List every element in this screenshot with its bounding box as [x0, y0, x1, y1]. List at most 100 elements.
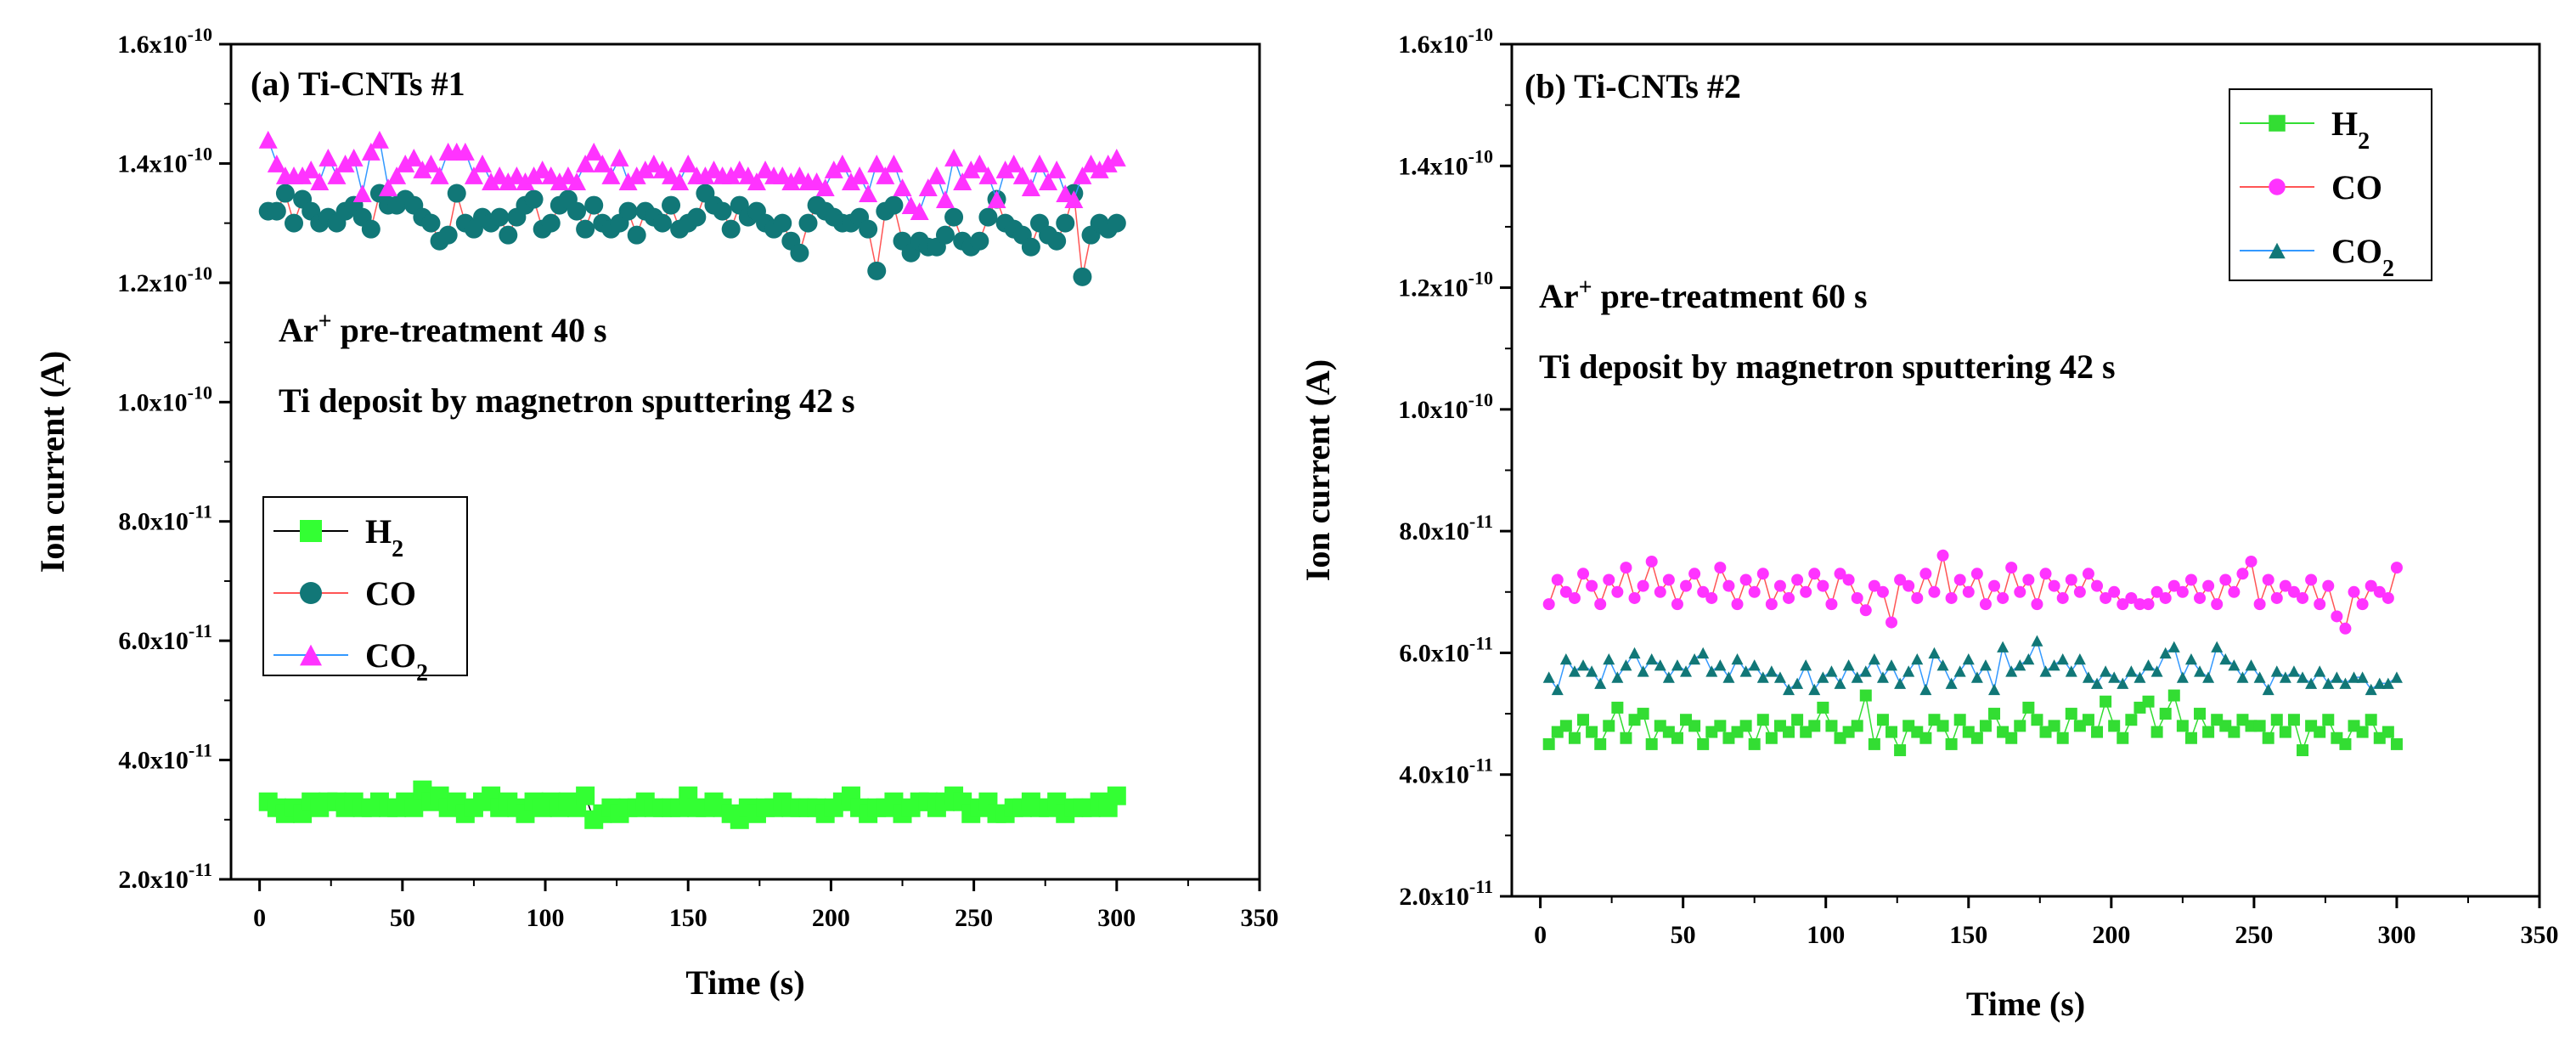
data-point — [1765, 732, 1778, 744]
data-point — [1047, 231, 1067, 251]
data-point — [2348, 671, 2360, 683]
data-point — [2270, 665, 2283, 677]
data-point — [730, 161, 749, 178]
data-point — [1073, 267, 1092, 286]
data-point — [2142, 659, 2155, 671]
data-point — [1722, 671, 1735, 683]
legend-marker — [2269, 242, 2286, 259]
data-point — [867, 261, 887, 280]
data-point — [1056, 184, 1075, 202]
data-point — [2219, 573, 2232, 586]
data-point — [2108, 585, 2121, 598]
data-point — [1894, 573, 1907, 586]
data-point — [404, 798, 424, 817]
data-point — [2082, 568, 2094, 580]
data-point — [1748, 585, 1761, 598]
data-point — [2176, 585, 2189, 598]
x-tick-label: 100 — [1807, 921, 1845, 949]
data-point — [1842, 573, 1855, 586]
data-point — [1586, 579, 1598, 592]
data-point — [1876, 714, 1889, 726]
data-point — [1859, 689, 1872, 702]
data-point — [567, 172, 587, 190]
data-point — [1662, 671, 1675, 683]
data-point — [2184, 652, 2197, 665]
data-point — [773, 213, 792, 233]
data-point — [2270, 714, 2283, 726]
data-point — [2159, 647, 2172, 659]
data-point — [2048, 659, 2060, 671]
data-point — [593, 154, 612, 172]
x-tick-label: 300 — [2377, 921, 2415, 949]
data-point — [2065, 708, 2077, 720]
data-point — [1868, 652, 1880, 665]
series-co2 — [1542, 635, 2403, 696]
data-point — [2211, 598, 2224, 611]
data-point — [1783, 726, 1795, 738]
data-point — [473, 154, 493, 172]
y-tick-label: 1.2x10-10 — [117, 263, 212, 297]
data-point — [2142, 695, 2155, 708]
data-point — [2202, 579, 2215, 592]
data-point — [1945, 737, 1958, 750]
data-point — [447, 184, 466, 203]
data-point — [2176, 720, 2189, 732]
y-tick-label: 8.0x10-11 — [118, 501, 212, 536]
data-point — [1851, 591, 1863, 604]
x-tick-label: 150 — [669, 904, 707, 932]
data-point — [293, 167, 313, 184]
data-point — [2125, 591, 2138, 604]
legend-box — [262, 496, 468, 676]
data-point — [2382, 677, 2394, 689]
data-point — [1645, 652, 1658, 665]
data-point — [610, 148, 629, 167]
data-point — [1902, 665, 1915, 677]
data-point — [490, 167, 510, 184]
data-point — [2279, 671, 2291, 683]
y-tick-label: 2.0x10-11 — [1399, 876, 1493, 911]
data-point — [2117, 677, 2129, 689]
data-point — [1911, 652, 1924, 665]
data-point — [2356, 726, 2369, 738]
data-point — [576, 154, 595, 172]
data-point — [773, 167, 792, 184]
data-point — [1731, 598, 1744, 611]
data-point — [1697, 585, 1710, 598]
data-point — [310, 172, 330, 190]
x-tick-label: 50 — [390, 904, 415, 932]
y-tick-label: 1.6x10-10 — [1398, 24, 1493, 59]
data-point — [1783, 683, 1795, 696]
data-point — [2031, 598, 2043, 611]
data-point — [1739, 573, 1752, 586]
data-point — [387, 167, 407, 184]
data-point — [275, 184, 295, 203]
data-point — [2262, 732, 2274, 744]
data-point — [1988, 683, 2001, 696]
data-point — [490, 207, 510, 227]
data-point — [2014, 659, 2026, 671]
data-point — [1645, 555, 1658, 568]
data-point — [499, 172, 518, 190]
data-point — [1756, 714, 1769, 726]
x-tick-label: 350 — [2521, 921, 2559, 949]
data-point — [455, 142, 475, 161]
data-point — [2065, 665, 2077, 677]
data-point — [1107, 786, 1126, 805]
data-point — [464, 167, 483, 184]
data-point — [2134, 598, 2146, 611]
legend-label: CO — [365, 574, 416, 613]
data-point — [790, 243, 809, 263]
data-point — [2194, 591, 2207, 604]
data-point — [1842, 659, 1855, 671]
data-point — [524, 167, 544, 184]
data-point — [1945, 591, 1958, 604]
data-point — [790, 167, 809, 184]
data-point — [1885, 726, 1898, 738]
data-point — [2167, 579, 2180, 592]
legend: H2 CO CO2 — [262, 496, 468, 686]
annotation-2: Ti deposit by magnetron sputtering 42 s — [279, 381, 855, 420]
data-point — [1936, 720, 1949, 732]
data-point — [2014, 585, 2026, 598]
data-point — [1688, 568, 1701, 580]
data-point — [1953, 665, 1966, 677]
